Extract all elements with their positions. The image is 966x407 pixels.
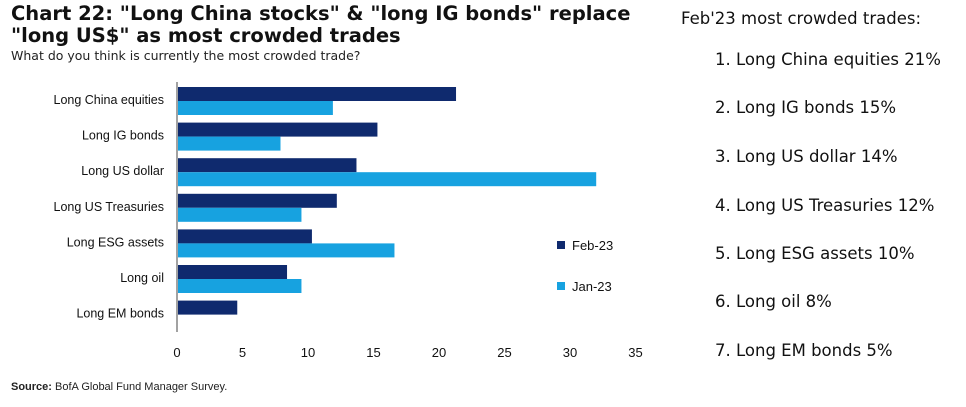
side-panel-item: 1. Long China equities 21%: [715, 50, 941, 69]
x-tick-label: 5: [239, 345, 246, 360]
legend-swatch: [557, 241, 565, 249]
x-tick-label: 30: [563, 345, 577, 360]
category-label: Long US dollar: [81, 164, 164, 178]
x-tick-label: 20: [432, 345, 446, 360]
bar-feb-23: [178, 87, 457, 101]
chart-title: Chart 22: "Long China stocks" & "long IG…: [11, 2, 631, 47]
source-label: Source:: [11, 381, 52, 393]
chart-subtitle: What do you think is currently the most …: [11, 48, 361, 63]
bar-feb-23: [178, 122, 378, 137]
bar-feb-23: [178, 158, 357, 173]
bar-chart: Long China equities Long IG bonds Long US …: [54, 82, 643, 360]
bar-jan-23: [178, 279, 302, 293]
category-label: Long ESG assets: [67, 235, 164, 249]
side-panel-item: 2. Long IG bonds 15%: [715, 98, 897, 117]
legend-label: Feb-23: [572, 238, 613, 253]
bar-jan-23: [178, 172, 597, 187]
bar-jan-23: [178, 136, 281, 151]
side-panel-item: 4. Long US Treasuries 12%: [715, 196, 935, 215]
source-note: Source: BofA Global Fund Manager Survey.: [11, 381, 227, 393]
legend-label: Jan-23: [572, 279, 612, 294]
side-panel-title: Feb'23 most crowded trades:: [681, 9, 922, 28]
bar-jan-23: [178, 207, 302, 222]
x-tick-label: 10: [301, 345, 315, 360]
bar-feb-23: [178, 300, 238, 315]
side-panel-item: 7. Long EM bonds 5%: [715, 341, 893, 360]
side-panel-item: 5. Long ESG assets 10%: [715, 244, 915, 263]
category-label: Long US Treasuries: [54, 200, 164, 214]
category-label: Long China equities: [54, 93, 165, 107]
bar-jan-23: [178, 243, 395, 258]
category-label: Long EM bonds: [76, 307, 164, 321]
x-tick-label: 0: [173, 345, 180, 360]
category-label: Long oil: [120, 271, 164, 285]
legend-swatch: [557, 282, 565, 290]
bar-jan-23: [178, 101, 333, 115]
bar-feb-23: [178, 193, 337, 208]
category-label: Long IG bonds: [82, 129, 164, 143]
side-panel-item: 6. Long oil 8%: [715, 292, 832, 311]
side-panel: Feb'23 most crowded trades: 1. Long Chin…: [670, 0, 966, 407]
bar-feb-23: [178, 229, 312, 244]
x-tick-label: 25: [497, 345, 511, 360]
side-panel-item: 3. Long US dollar 14%: [715, 147, 898, 166]
source-text: BofA Global Fund Manager Survey.: [51, 381, 228, 393]
x-tick-label: 15: [366, 345, 380, 360]
bar-feb-23: [178, 265, 288, 279]
x-tick-label: 35: [628, 345, 642, 360]
